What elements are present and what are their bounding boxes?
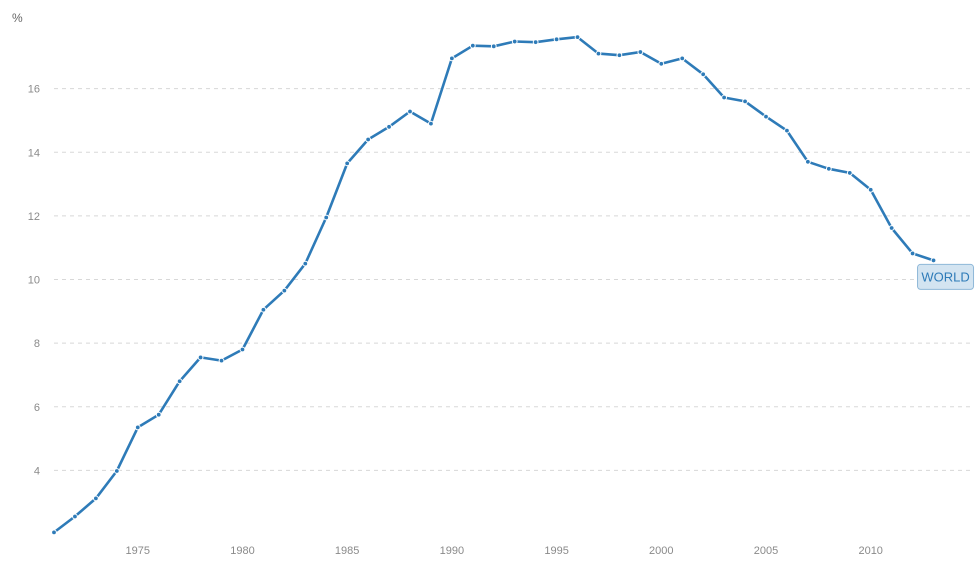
data-point-2003[interactable] [721, 94, 728, 101]
series-label-box [917, 263, 975, 290]
data-point-1987[interactable] [386, 123, 392, 130]
data-point-1994[interactable] [532, 39, 539, 46]
x-tick-label-2000: 2000 [649, 545, 673, 557]
data-point-1992[interactable] [490, 43, 497, 50]
data-point-1977[interactable] [176, 378, 183, 385]
grid-lines [54, 88, 972, 471]
data-point-2005[interactable] [763, 113, 769, 120]
data-point-1993[interactable] [511, 38, 518, 45]
data-point-2007[interactable] [804, 158, 811, 165]
y-tick-label-16: 16 [28, 84, 40, 96]
x-tick-label-2010: 2010 [858, 545, 882, 557]
data-point-2004[interactable] [742, 98, 748, 105]
data-point-2008[interactable] [825, 165, 832, 172]
data-point-1984[interactable] [323, 214, 330, 221]
x-tick-label-1975: 1975 [126, 545, 150, 557]
y-axis-ticks: 4 6 8 10 12 14 16 [28, 84, 40, 478]
data-point-2010[interactable] [867, 186, 874, 193]
data-point-1990[interactable] [448, 55, 455, 62]
data-point-1998[interactable] [616, 52, 623, 59]
data-point-1981[interactable] [260, 306, 267, 313]
data-point-1997[interactable] [595, 50, 602, 57]
data-point-1973[interactable] [92, 495, 99, 502]
x-tick-label-1995: 1995 [544, 545, 568, 557]
series-label-text: WORLD [921, 269, 969, 284]
series-world: WORLD [51, 34, 975, 536]
data-point-1979[interactable] [218, 357, 225, 364]
data-point-2012[interactable] [909, 250, 916, 257]
x-tick-label-1985: 1985 [335, 545, 359, 557]
series-layer: WORLD [51, 34, 975, 536]
data-point-1989[interactable] [428, 120, 434, 127]
y-tick-label-6: 6 [34, 402, 40, 414]
data-point-1976[interactable] [155, 411, 162, 418]
x-axis-ticks: 1975 1980 1985 1990 1995 2000 2005 2010 [126, 545, 883, 557]
data-point-1974[interactable] [113, 468, 120, 474]
data-point-1980[interactable] [239, 346, 246, 353]
data-point-1985[interactable] [344, 160, 351, 167]
x-tick-label-2005: 2005 [754, 545, 778, 557]
y-tick-label-10: 10 [28, 275, 40, 287]
series-label-tag: WORLD [917, 263, 975, 290]
data-point-1995[interactable] [553, 36, 560, 43]
data-point-1988[interactable] [407, 108, 413, 115]
data-point-1978[interactable] [197, 354, 204, 361]
x-tick-label-1980: 1980 [230, 545, 254, 557]
series-line [52, 35, 935, 534]
x-tick-label-1990: 1990 [440, 545, 464, 557]
y-tick-label-14: 14 [28, 147, 40, 159]
y-tick-label-4: 4 [34, 465, 40, 477]
y-tick-label-12: 12 [28, 211, 40, 223]
data-point-1982[interactable] [281, 287, 288, 294]
data-point-1996[interactable] [574, 34, 581, 40]
y-unit-label: % [12, 11, 23, 25]
data-point-1999[interactable] [637, 49, 644, 55]
data-point-2013[interactable] [930, 257, 937, 264]
data-point-2002[interactable] [700, 71, 707, 78]
data-point-1983[interactable] [302, 260, 309, 267]
data-point-2009[interactable] [846, 170, 853, 176]
data-point-1991[interactable] [469, 42, 476, 49]
data-point-2011[interactable] [888, 225, 895, 231]
y-tick-label-8: 8 [34, 338, 40, 350]
data-point-1971[interactable] [51, 529, 57, 536]
data-point-1975[interactable] [134, 424, 141, 431]
data-point-2001[interactable] [679, 55, 686, 62]
data-point-2006[interactable] [784, 127, 790, 134]
data-point-1972[interactable] [72, 513, 78, 520]
data-point-2000[interactable] [658, 60, 665, 67]
data-point-1986[interactable] [365, 136, 372, 143]
